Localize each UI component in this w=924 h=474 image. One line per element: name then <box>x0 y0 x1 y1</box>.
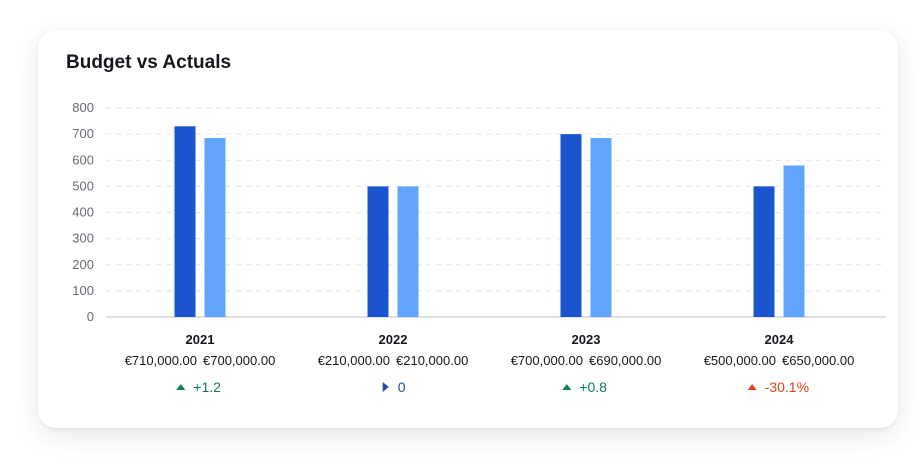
x-tick-label: 2024 <box>765 332 795 347</box>
delta-right-icon <box>382 382 389 392</box>
y-tick-label: 200 <box>72 257 94 272</box>
bar <box>783 165 805 317</box>
x-tick-label: 2021 <box>186 332 215 347</box>
budget-amount: €700,000.00 <box>511 353 583 368</box>
bar <box>367 186 389 317</box>
delta-value: 0 <box>398 379 406 395</box>
bar <box>560 134 582 317</box>
delta-value: +0.8 <box>579 379 607 395</box>
delta-value: -30.1% <box>765 379 809 395</box>
bar <box>174 126 196 317</box>
y-tick-label: 0 <box>87 309 94 324</box>
budget-bar-chart: 0 100 200 300 400 500 600 700 800 2021 €710,000.00… <box>72 100 886 395</box>
y-tick-label: 400 <box>72 205 94 220</box>
budget-amount: €710,000.00 <box>125 353 197 368</box>
delta-up-icon <box>562 384 572 390</box>
actual-amount: €210,000.00 <box>396 353 468 368</box>
delta-up-icon <box>747 384 757 390</box>
y-tick-label: 300 <box>72 231 94 246</box>
delta-up-icon <box>176 384 186 390</box>
x-tick-label: 2023 <box>572 332 601 347</box>
bar <box>204 138 226 317</box>
bar <box>397 186 419 317</box>
y-tick-label: 600 <box>72 152 94 167</box>
y-tick-label: 100 <box>72 283 94 298</box>
actual-amount: €690,000.00 <box>589 353 661 368</box>
bar <box>753 186 775 317</box>
budget-amount: €500,000.00 <box>704 353 776 368</box>
bar <box>590 138 612 317</box>
chart-card: Budget vs Actuals 0 100 200 300 400 500 600 700… <box>38 30 898 428</box>
actual-amount: €700,000.00 <box>203 353 275 368</box>
delta-value: +1.2 <box>193 379 221 395</box>
y-tick-label: 700 <box>72 126 94 141</box>
y-tick-label: 500 <box>72 178 94 193</box>
actual-amount: €650,000.00 <box>782 353 854 368</box>
x-tick-label: 2022 <box>379 332 408 347</box>
budget-amount: €210,000.00 <box>318 353 390 368</box>
chart-title: Budget vs Actuals <box>66 52 232 73</box>
y-tick-label: 800 <box>72 100 94 115</box>
